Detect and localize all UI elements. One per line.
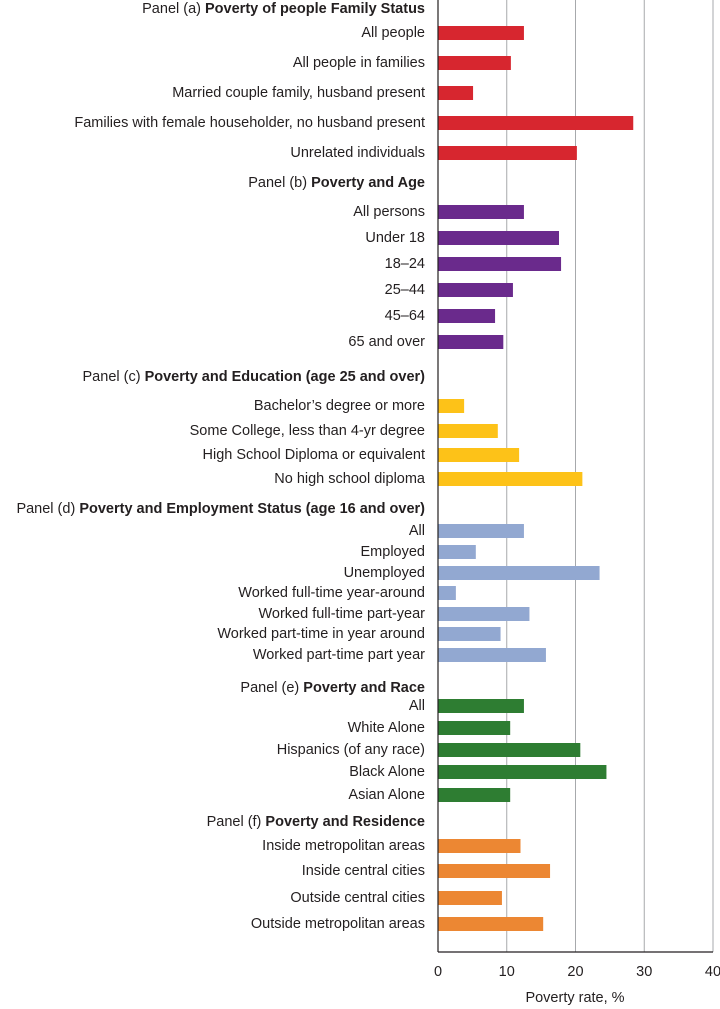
bar bbox=[438, 721, 511, 735]
bar bbox=[438, 524, 524, 538]
category-label: All persons bbox=[353, 204, 425, 220]
panel-prefix: Panel (a) bbox=[142, 1, 205, 17]
category-label: Worked part-time in year around bbox=[217, 626, 425, 642]
bar bbox=[438, 648, 546, 662]
category-label: Some College, less than 4-yr degree bbox=[190, 423, 425, 439]
bar bbox=[438, 743, 581, 757]
category-labels: Panel (a) Poverty of people Family Statu… bbox=[16, 1, 425, 932]
category-label: Outside metropolitan areas bbox=[251, 916, 425, 932]
bar bbox=[438, 788, 511, 802]
bar bbox=[438, 765, 607, 779]
panel-heading: Panel (f) Poverty and Residence bbox=[207, 814, 425, 830]
bar bbox=[438, 283, 513, 297]
panel-prefix: Panel (f) bbox=[207, 814, 266, 830]
category-label: Worked full-time year-around bbox=[238, 585, 425, 601]
category-label: Unemployed bbox=[344, 565, 425, 581]
bar bbox=[438, 839, 521, 853]
bar bbox=[438, 448, 520, 462]
panel-heading: Panel (c) Poverty and Education (age 25 … bbox=[83, 369, 426, 385]
panel-title: Poverty and Education (age 25 and over) bbox=[145, 369, 426, 385]
panel-heading: Panel (d) Poverty and Employment Status … bbox=[16, 501, 425, 517]
x-tick-label: 0 bbox=[434, 964, 442, 980]
category-label: Families with female householder, no hus… bbox=[74, 115, 425, 131]
category-label: No high school diploma bbox=[274, 471, 426, 487]
x-tick-label: 30 bbox=[636, 964, 652, 980]
x-axis: 0 10 20 30 40 Poverty rate, % bbox=[434, 0, 720, 1006]
panel-title: Poverty of people Family Status bbox=[205, 1, 425, 17]
x-tick-label: 20 bbox=[567, 964, 583, 980]
category-label: Outside central cities bbox=[290, 890, 425, 906]
panel-title: Poverty and Residence bbox=[265, 814, 425, 830]
bar bbox=[438, 545, 476, 559]
category-label: Employed bbox=[361, 544, 425, 560]
bar bbox=[438, 335, 504, 349]
bar bbox=[438, 699, 524, 713]
panel-title: Poverty and Age bbox=[311, 175, 425, 191]
category-label: 65 and over bbox=[348, 334, 425, 350]
panel-title: Poverty and Employment Status (age 16 an… bbox=[79, 501, 425, 517]
bar bbox=[438, 864, 551, 878]
panel-heading: Panel (e) Poverty and Race bbox=[240, 680, 425, 696]
category-label: Inside central cities bbox=[302, 863, 425, 879]
category-label: White Alone bbox=[348, 720, 425, 736]
bar bbox=[438, 566, 600, 580]
category-label: All people in families bbox=[293, 55, 425, 71]
category-label: Inside metropolitan areas bbox=[262, 838, 425, 854]
bar bbox=[438, 205, 524, 219]
bar bbox=[438, 627, 501, 641]
bars bbox=[438, 26, 634, 931]
category-label: Under 18 bbox=[365, 230, 425, 246]
category-label: Bachelor’s degree or more bbox=[254, 398, 425, 414]
category-label: 18–24 bbox=[385, 256, 425, 272]
category-label: 25–44 bbox=[385, 282, 425, 298]
panel-prefix: Panel (e) bbox=[240, 680, 303, 696]
bar bbox=[438, 257, 562, 271]
panel-heading: Panel (b) Poverty and Age bbox=[248, 175, 425, 191]
bar bbox=[438, 309, 496, 323]
category-label: All bbox=[409, 698, 425, 714]
panel-heading: Panel (a) Poverty of people Family Statu… bbox=[142, 1, 425, 17]
bar bbox=[438, 586, 456, 600]
bar bbox=[438, 231, 559, 245]
category-label: Unrelated individuals bbox=[290, 145, 425, 161]
category-label: All bbox=[409, 523, 425, 539]
category-label: Hispanics (of any race) bbox=[277, 742, 425, 758]
category-label: Asian Alone bbox=[348, 787, 425, 803]
category-label: Married couple family, husband present bbox=[172, 85, 425, 101]
bar bbox=[438, 917, 544, 931]
bar bbox=[438, 424, 498, 438]
panel-prefix: Panel (c) bbox=[83, 369, 145, 385]
panel-prefix: Panel (d) bbox=[16, 501, 79, 517]
bar bbox=[438, 26, 524, 40]
bar bbox=[438, 399, 465, 413]
category-label: Black Alone bbox=[349, 764, 425, 780]
bar bbox=[438, 472, 583, 486]
x-tick-label: 40 bbox=[705, 964, 720, 980]
bar bbox=[438, 116, 634, 130]
category-label: Worked full-time part-year bbox=[258, 606, 425, 622]
panel-prefix: Panel (b) bbox=[248, 175, 311, 191]
x-tick-label: 10 bbox=[499, 964, 515, 980]
panel-title: Poverty and Race bbox=[303, 680, 425, 696]
category-label: High School Diploma or equivalent bbox=[203, 447, 425, 463]
category-label: 45–64 bbox=[385, 308, 425, 324]
bar bbox=[438, 86, 474, 100]
bar bbox=[438, 891, 502, 905]
bar bbox=[438, 56, 511, 70]
x-axis-title: Poverty rate, % bbox=[525, 990, 624, 1006]
category-label: Worked part-time part year bbox=[253, 647, 425, 663]
category-label: All people bbox=[361, 25, 425, 41]
bar bbox=[438, 146, 577, 160]
bar bbox=[438, 607, 530, 621]
